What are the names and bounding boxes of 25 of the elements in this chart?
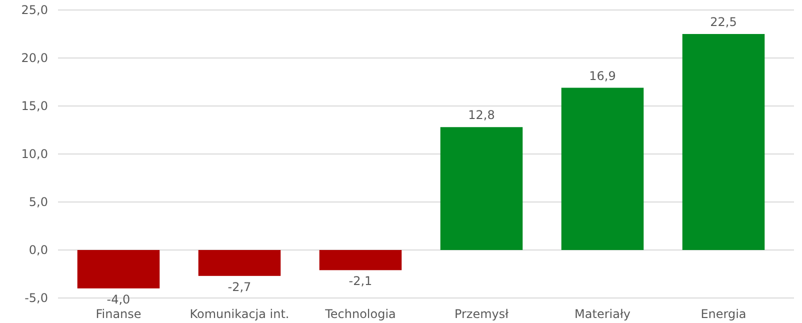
x-tick-label: Komunikacja int. <box>190 307 290 321</box>
bar <box>198 250 281 276</box>
bar <box>440 127 523 250</box>
y-tick-label: 5,0 <box>28 195 48 209</box>
x-tick-label: Energia <box>700 307 746 321</box>
x-tick-label: Przemysł <box>454 307 510 321</box>
data-label: 16,9 <box>589 68 616 83</box>
data-label: 22,5 <box>710 15 737 29</box>
y-tick-label: 0,0 <box>28 243 48 257</box>
bar <box>77 250 160 288</box>
y-tick-label: -5,0 <box>24 291 48 305</box>
bar <box>682 34 765 250</box>
data-label: -4,0 <box>106 292 130 306</box>
y-tick-label: 15,0 <box>21 99 48 113</box>
x-tick-label: Finanse <box>96 307 142 321</box>
x-tick-label: Technologia <box>324 307 396 321</box>
bar <box>561 88 644 250</box>
y-tick-label: 25,0 <box>21 3 48 17</box>
data-label: -2,1 <box>348 274 372 288</box>
data-label: 12,8 <box>468 108 495 122</box>
data-label: -2,7 <box>228 280 252 294</box>
x-tick-label: Materiały <box>574 307 630 321</box>
y-tick-label: 20,0 <box>21 51 48 65</box>
bar <box>319 250 402 270</box>
y-tick-label: 10,0 <box>21 147 48 161</box>
